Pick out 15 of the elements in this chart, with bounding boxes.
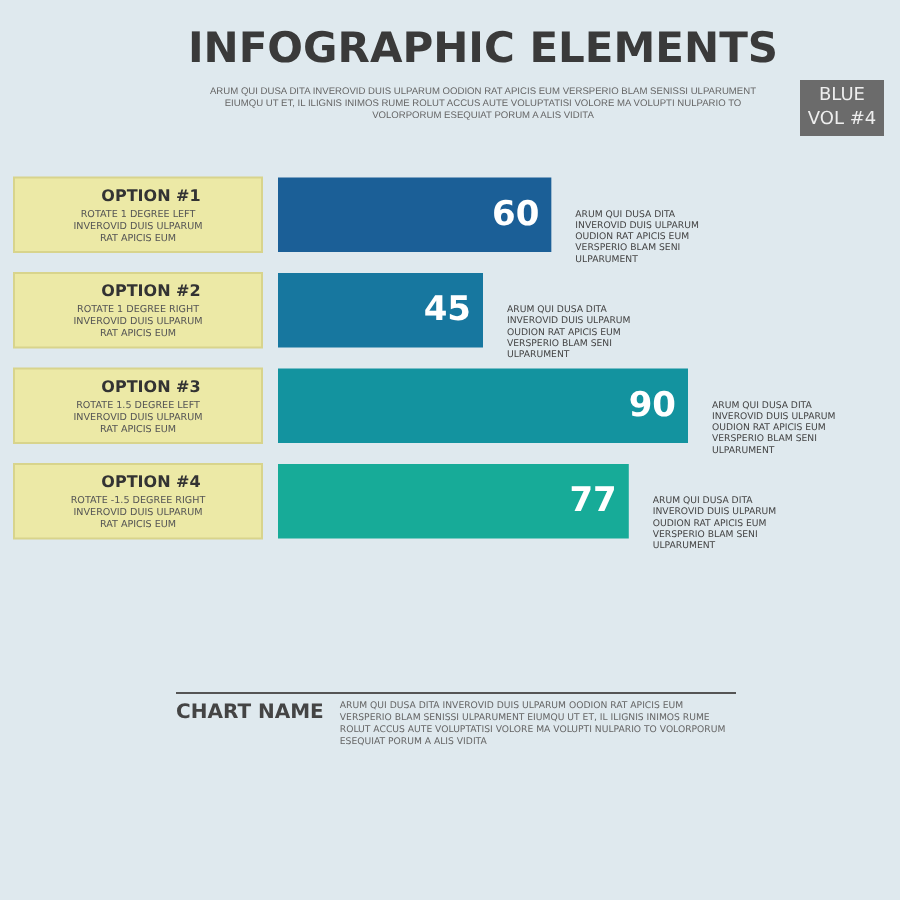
y-tick-label: OPTION #2 bbox=[101, 282, 201, 301]
y-tick-label: OPTION #3 bbox=[101, 377, 201, 396]
bar bbox=[278, 273, 483, 348]
data-label: 45 bbox=[423, 290, 471, 331]
badge-label: BLUE VOL #4 bbox=[800, 80, 884, 136]
data-label: 60 bbox=[491, 194, 540, 235]
data-label: 77 bbox=[569, 481, 617, 522]
chart-title: INFOGRAPHIC ELEMENTS bbox=[187, 24, 779, 73]
data-label: 90 bbox=[628, 385, 677, 426]
bar bbox=[278, 177, 552, 253]
y-tick-label: OPTION #4 bbox=[101, 473, 202, 492]
y-tick-label: OPTION #1 bbox=[101, 186, 202, 205]
text: CHART NAME bbox=[176, 702, 324, 724]
bar bbox=[278, 368, 688, 443]
bar bbox=[278, 463, 629, 539]
